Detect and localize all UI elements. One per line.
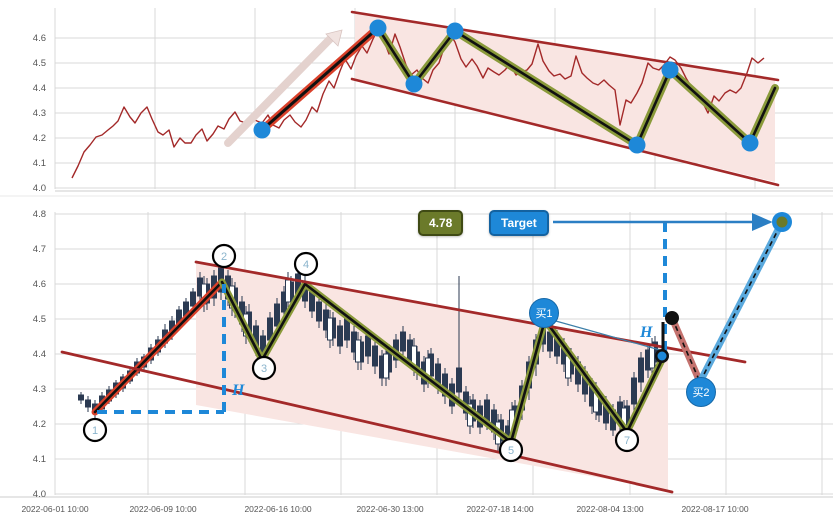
bottom-trendline-upper — [194, 260, 747, 364]
top-ytick-4-2: 4.2 — [33, 133, 46, 144]
pivot-7-label: 7 — [624, 435, 630, 447]
top-pivot-7[interactable] — [741, 134, 759, 152]
top-pivot-2[interactable] — [369, 19, 387, 37]
top-pivot-3[interactable] — [405, 75, 423, 93]
xtick-1: 2022-06-09 10:00 — [129, 504, 196, 514]
top-ytick-4-5: 4.5 — [33, 58, 46, 69]
bot-ytick-4-8: 4.8 — [33, 209, 46, 220]
xtick-5: 2022-08-04 13:00 — [576, 504, 643, 514]
pivot-circle-1[interactable]: 1 — [82, 417, 108, 443]
xtick-2: 2022-06-16 10:00 — [244, 504, 311, 514]
xtick-3: 2022-06-30 13:00 — [356, 504, 423, 514]
pivot-circle-7[interactable]: 7 — [614, 427, 640, 453]
top-impulse-leg-inner — [260, 26, 380, 132]
bottom-x-axis-labels: 2022-06-01 10:00 2022-06-09 10:00 2022-0… — [21, 504, 748, 514]
top-impulse-arrowhead — [325, 29, 343, 47]
top-panel: 4.6 4.5 4.4 4.3 4.2 4.1 4.0 — [33, 8, 833, 194]
top-pivot-6[interactable] — [661, 61, 679, 79]
target-marker-core[interactable] — [776, 216, 788, 228]
top-ytick-4-0: 4.0 — [33, 183, 46, 194]
pivot-3-label: 3 — [261, 363, 267, 375]
pivot-5-label: 5 — [508, 445, 514, 457]
buy1-pointer-line — [544, 317, 661, 351]
numbered-pivot-markers: 1 2 3 4 5 — [82, 243, 640, 463]
target-label-text: Target — [501, 216, 537, 230]
top-y-axis-labels: 4.6 4.5 4.4 4.3 4.2 4.1 4.0 — [33, 33, 46, 194]
target-value-badge[interactable]: 4.78 — [418, 210, 464, 236]
top-ytick-4-4: 4.4 — [33, 83, 46, 94]
top-ytick-4-3: 4.3 — [33, 108, 46, 119]
height-label-1: H — [231, 382, 245, 399]
pivot-1-label: 1 — [92, 425, 98, 437]
buy2-marker[interactable]: 买2 — [686, 377, 716, 407]
buy2-label: 买2 — [692, 386, 709, 399]
target-label-badge[interactable]: Target — [489, 210, 549, 236]
bot-ytick-4-6: 4.6 — [33, 279, 46, 290]
target-leg-dash — [699, 221, 783, 383]
buy1-label: 买1 — [535, 307, 552, 320]
bot-ytick-4-4: 4.4 — [33, 349, 46, 360]
pivot-circle-2[interactable]: 2 — [211, 243, 237, 269]
xtick-0: 2022-06-01 10:00 — [21, 504, 88, 514]
target-value-text: 4.78 — [429, 216, 453, 230]
buy1-marker[interactable]: 买1 — [529, 298, 559, 328]
bot-ytick-4-5: 4.5 — [33, 314, 46, 325]
top-pivot-1[interactable] — [253, 121, 271, 139]
bottom-impulse-inner — [93, 280, 224, 414]
bottom-panel: 4.8 4.7 4.6 4.5 4.4 4.3 4.2 4.1 4.0 — [0, 209, 833, 514]
top-pivot-markers — [253, 19, 759, 154]
top-ytick-4-1: 4.1 — [33, 158, 46, 169]
pivot-dot-blue-core[interactable] — [657, 351, 667, 361]
top-pivot-4[interactable] — [446, 22, 464, 40]
top-trendline-lower — [350, 77, 780, 187]
xtick-4: 2022-07-18 14:00 — [466, 504, 533, 514]
bot-ytick-4-1: 4.1 — [33, 454, 46, 465]
top-ytick-4-6: 4.6 — [33, 33, 46, 44]
bot-ytick-4-0: 4.0 — [33, 489, 46, 500]
pivot-2-label: 2 — [221, 251, 227, 263]
bottom-y-axis-labels: 4.8 4.7 4.6 4.5 4.4 4.3 4.2 4.1 4.0 — [33, 209, 46, 500]
top-trendline-upper — [350, 10, 780, 82]
pivot-circle-3[interactable]: 3 — [251, 355, 277, 381]
top-pivot-5[interactable] — [628, 136, 646, 154]
top-impulse-arrow-ghost — [224, 35, 334, 147]
bot-ytick-4-2: 4.2 — [33, 419, 46, 430]
retrace-leg-dash — [671, 317, 701, 383]
xtick-6: 2022-08-17 10:00 — [681, 504, 748, 514]
height-label-2: H — [639, 324, 653, 341]
pivot-circle-4[interactable]: 4 — [293, 251, 319, 277]
pivot-4-label: 4 — [303, 259, 309, 271]
bot-ytick-4-7: 4.7 — [33, 244, 46, 255]
bottom-trendline-lower — [60, 350, 674, 494]
pivot-dot-black[interactable] — [665, 311, 679, 325]
pivot-circle-5[interactable]: 5 — [498, 437, 524, 463]
bot-ytick-4-3: 4.3 — [33, 384, 46, 395]
